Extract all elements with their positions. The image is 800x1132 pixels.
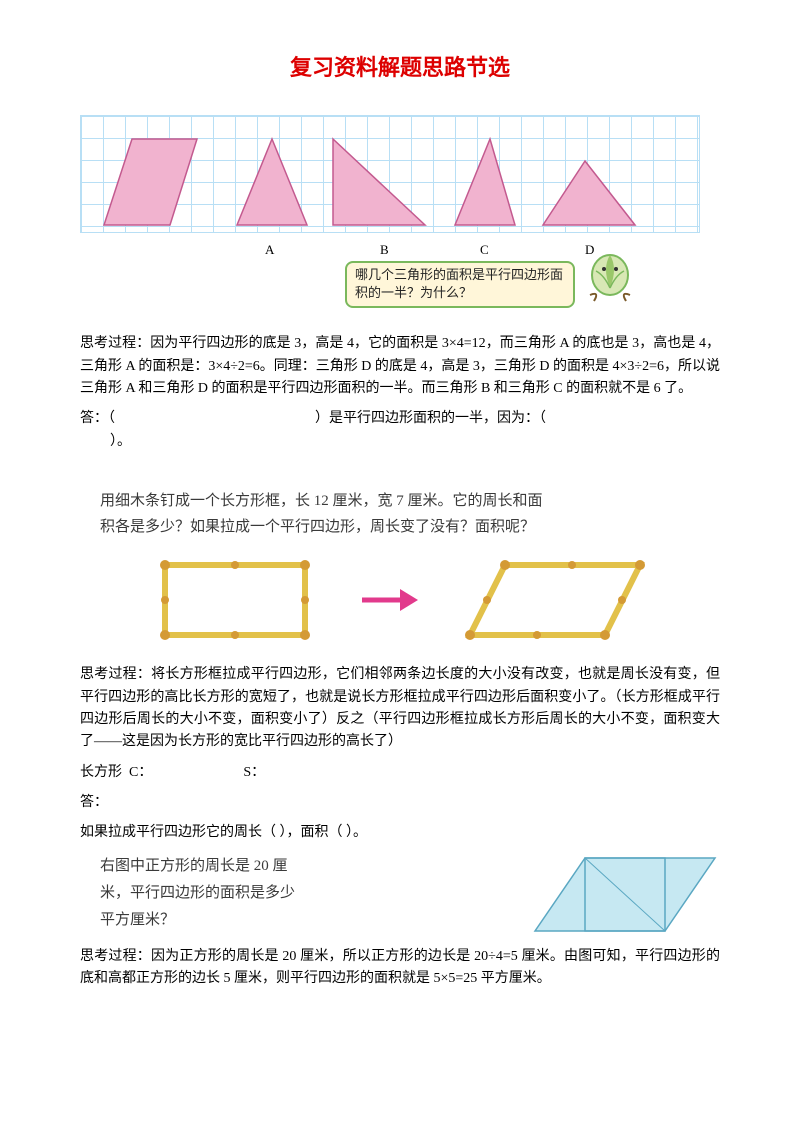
q2-thinking: 思考过程：将长方形框拉成平行四边形，它们相邻两条边长度的大小没有改变，也就是周长… (80, 664, 720, 754)
q1-thinking: 思考过程：因为平行四边形的底是 3，高是 4，它的面积是 3×4=12，而三角形… (80, 333, 720, 400)
q2-fill-line: 如果拉成平行四边形它的周长（ ），面积（ ）。 (80, 822, 720, 844)
q3-problem-l2: 米，平行四边形的面积是多少 (100, 885, 295, 901)
parallelogram-frame-icon (460, 550, 650, 650)
q1-answer-line: 答：（ ）是平行四边形面积的一半，因为：（ ）。 (80, 408, 720, 453)
q1-ans-label: 答：（ (80, 411, 115, 426)
triangle-c-shape (450, 137, 520, 229)
q3-row: 右图中正方形的周长是 20 厘 米，平行四边形的面积是多少 平方厘米？ (80, 853, 720, 938)
arrow-right-icon (360, 585, 420, 615)
q3-problem: 右图中正方形的周长是 20 厘 米，平行四边形的面积是多少 平方厘米？ (80, 853, 490, 934)
rectangle-frame-icon (150, 550, 320, 650)
label-b: B (380, 240, 389, 261)
square-parallelogram-icon (530, 853, 720, 938)
label-c: C (480, 240, 489, 261)
q3-thinking: 思考过程：因为正方形的周长是 20 厘米，所以正方形的边长是 20÷4=5 厘米… (80, 946, 720, 991)
page-title: 复习资料解题思路节选 (80, 50, 720, 85)
q2-problem-l1: 用细木条钉成一个长方形框，长 12 厘米，宽 7 厘米。它的周长和面 (100, 493, 543, 509)
speech-bubble: 哪几个三角形的面积是平行四边形面积的一半？为什么？ (345, 261, 575, 307)
triangle-b-shape (330, 137, 430, 229)
q3-problem-l1: 右图中正方形的周长是 20 厘 (100, 858, 288, 874)
q3-problem-l3: 平方厘米？ (100, 912, 175, 928)
q2-problem-l2: 积各是多少？如果拉成一个平行四边形，周长变了没有？面积呢？ (100, 519, 535, 535)
q2-cs-line: 长方形 C： S： (80, 762, 720, 784)
q2-problem: 用细木条钉成一个长方形框，长 12 厘米，宽 7 厘米。它的周长和面 积各是多少… (80, 489, 720, 540)
q1-ans-mid: ）是平行四边形面积的一半，因为：（ (315, 411, 546, 426)
q1-figure: A B C D 哪几个三角形的面积是平行四边形面积的一半？为什么？ (80, 115, 700, 295)
cabbage-icon (580, 243, 640, 303)
q2-answer-label: 答： (80, 792, 720, 814)
triangle-d-shape (540, 159, 640, 229)
triangle-a-shape (232, 137, 312, 229)
q2-shapes-row (80, 550, 720, 650)
label-a: A (265, 240, 274, 261)
q1-ans-end: ）。 (110, 434, 131, 449)
parallelogram-shape (102, 137, 212, 229)
